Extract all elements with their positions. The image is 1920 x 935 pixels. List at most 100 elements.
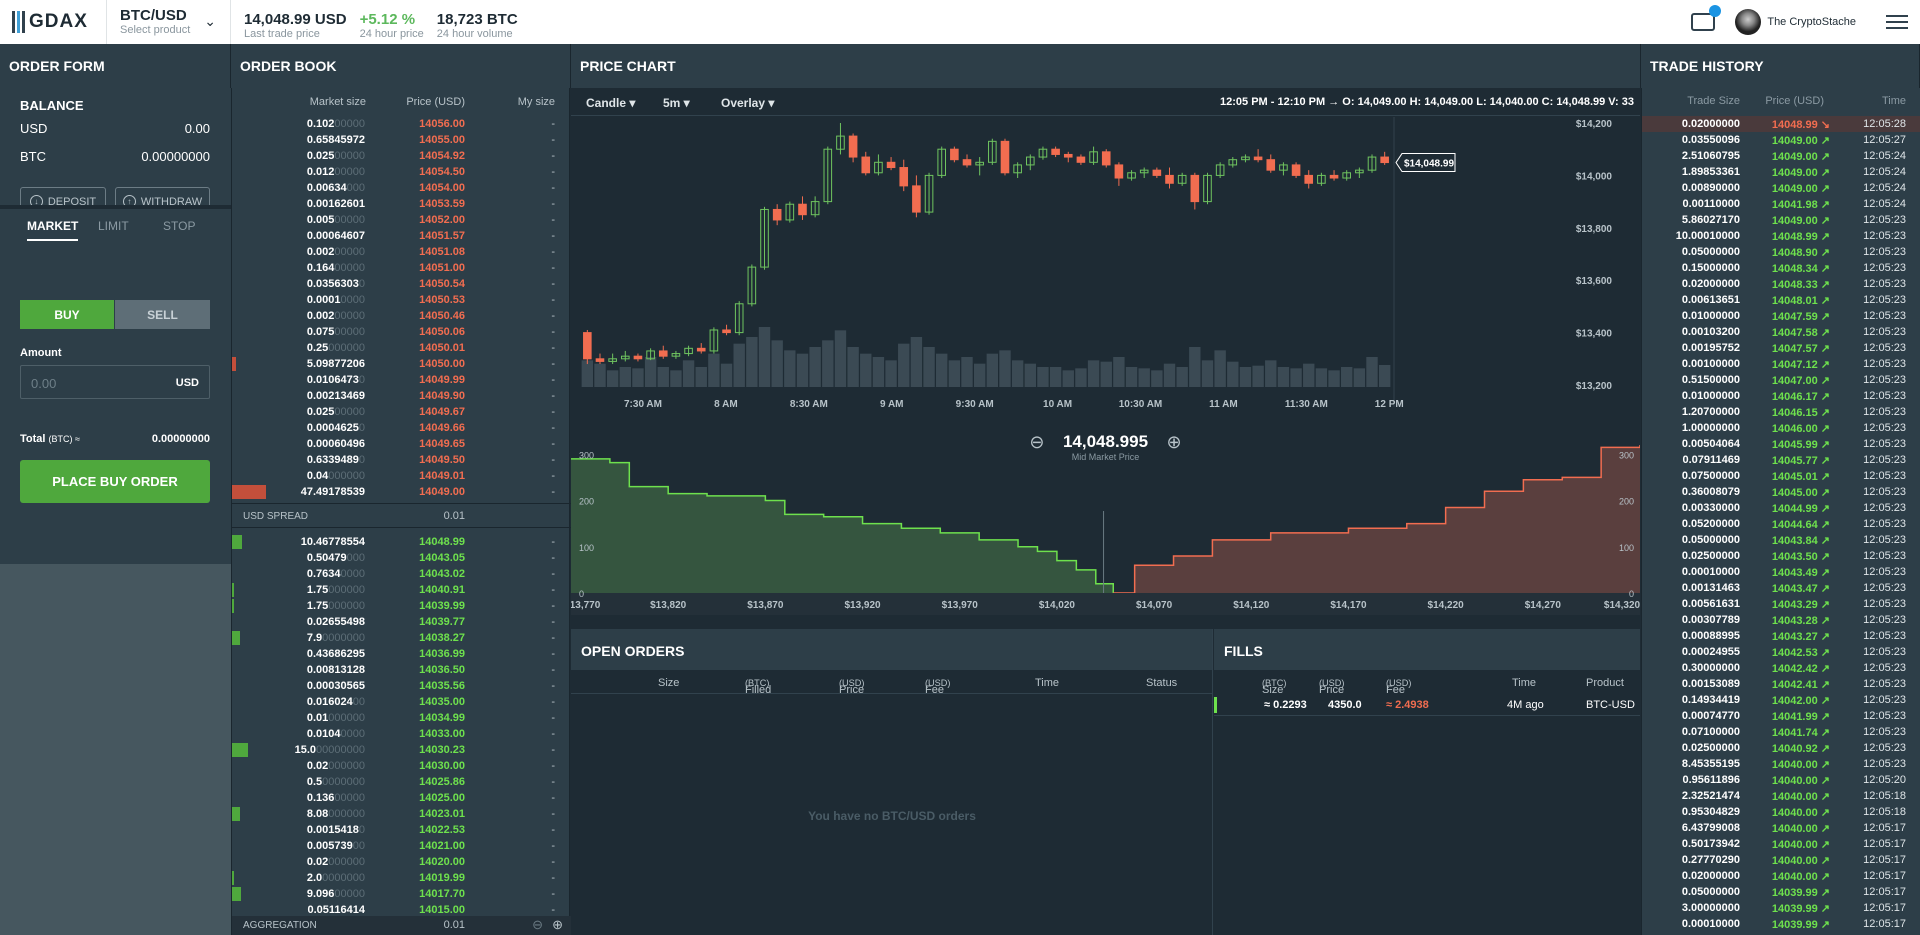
minus-icon[interactable]: ⊖ <box>532 917 543 932</box>
order-book-row[interactable]: 0.00046250 14049.66 - <box>232 420 571 436</box>
order-book-row[interactable]: 0.00010000 14050.53 - <box>232 292 571 308</box>
asks-list[interactable]: 0.10200000 14056.00-0.65845972 14055.00-0.… <box>232 116 571 503</box>
order-book-row[interactable]: 0.00200000 14051.08 - <box>232 244 571 260</box>
trade-row[interactable]: 0.07100000 14041.74 ↗ 12:05:23 <box>1642 724 1920 740</box>
trade-row[interactable]: 0.07911469 14045.77 ↗ 12:05:23 <box>1642 452 1920 468</box>
order-book-row[interactable]: 0.00200000 14050.46 - <box>232 308 571 324</box>
trade-history-list[interactable]: 0.02000000 14048.99 ↘ 12:05:28 0.03550096 14… <box>1642 116 1920 932</box>
interval-dropdown[interactable]: 5m ▾ <box>663 96 690 110</box>
order-book-row[interactable]: 0.01200000 14054.50 - <box>232 164 571 180</box>
trade-row[interactable]: 0.95304829 14040.00 ↗ 12:05:18 <box>1642 804 1920 820</box>
trade-row[interactable]: 0.03550096 14049.00 ↗ 12:05:27 <box>1642 132 1920 148</box>
order-book-row[interactable]: 10.46778554 14048.99 - <box>232 534 571 550</box>
order-book-row[interactable]: 0.02500000 14054.92 - <box>232 148 571 164</box>
trade-row[interactable]: 8.45355195 14040.00 ↗ 12:05:23 <box>1642 756 1920 772</box>
order-book-row[interactable]: 0.76340000 14043.02 - <box>232 566 571 582</box>
plus-icon[interactable]: ⊕ <box>552 917 563 932</box>
username[interactable]: The CryptoStache <box>1767 16 1856 28</box>
trade-row[interactable]: 0.01000000 14047.59 ↗ 12:05:23 <box>1642 308 1920 324</box>
trade-row[interactable]: 0.00024955 14042.53 ↗ 12:05:23 <box>1642 644 1920 660</box>
order-book-row[interactable]: 0.50000000 14025.86 - <box>232 774 571 790</box>
trade-row[interactable]: 0.00010000 14043.49 ↗ 12:05:23 <box>1642 564 1920 580</box>
chat-icon[interactable] <box>1691 5 1722 31</box>
zoom-out-icon[interactable]: ⊖ <box>1029 432 1045 452</box>
tab-stop[interactable]: STOP <box>163 219 196 233</box>
trade-row[interactable]: 0.02500000 14043.50 ↗ 12:05:23 <box>1642 548 1920 564</box>
trade-row[interactable]: 0.00110000 14041.98 ↗ 12:05:24 <box>1642 196 1920 212</box>
order-book-row[interactable]: 0.07500000 14050.06 - <box>232 324 571 340</box>
order-book-row[interactable]: 0.50479000 14043.05 - <box>232 550 571 566</box>
order-book-row[interactable]: 0.10200000 14056.00 - <box>232 116 571 132</box>
trade-row[interactable]: 0.00890000 14049.00 ↗ 12:05:24 <box>1642 180 1920 196</box>
trade-row[interactable]: 0.00307789 14043.28 ↗ 12:05:23 <box>1642 612 1920 628</box>
fill-row[interactable]: ≈ 0.2293 4350.0 ≈ 2.4938 4M ago BTC-USD <box>1214 694 1640 716</box>
trade-row[interactable]: 0.36008079 14045.00 ↗ 12:05:23 <box>1642 484 1920 500</box>
trade-row[interactable]: 0.00195752 14047.57 ↗ 12:05:23 <box>1642 340 1920 356</box>
trade-row[interactable]: 0.00131463 14043.47 ↗ 12:05:23 <box>1642 580 1920 596</box>
trade-row[interactable]: 0.00010000 14039.99 ↗ 12:05:17 <box>1642 916 1920 932</box>
order-book-row[interactable]: 0.65845972 14055.00 - <box>232 132 571 148</box>
trade-row[interactable]: 0.05200000 14044.64 ↗ 12:05:23 <box>1642 516 1920 532</box>
avatar[interactable] <box>1735 9 1762 35</box>
overlay-dropdown[interactable]: Overlay ▾ <box>721 96 775 110</box>
order-book-row[interactable]: 0.00154180 14022.53 - <box>232 822 571 838</box>
order-book-row[interactable]: 9.09600000 14017.70 - <box>232 886 571 902</box>
trade-row[interactable]: 0.05000000 14043.84 ↗ 12:05:23 <box>1642 532 1920 548</box>
order-book-row[interactable]: 0.02655498 14039.77 - <box>232 614 571 630</box>
order-book-row[interactable]: 0.05116414 14015.00 - <box>232 902 571 916</box>
trade-row[interactable]: 3.00000000 14039.99 ↗ 12:05:17 <box>1642 900 1920 916</box>
bids-list[interactable]: 10.46778554 14048.99-0.50479000 14043.05-0… <box>232 534 571 916</box>
trade-row[interactable]: 0.05000000 14048.90 ↗ 12:05:23 <box>1642 244 1920 260</box>
trade-row[interactable]: 0.00330000 14044.99 ↗ 12:05:23 <box>1642 500 1920 516</box>
trade-row[interactable]: 0.07500000 14045.01 ↗ 12:05:23 <box>1642 468 1920 484</box>
trade-row[interactable]: 0.02000000 14040.00 ↗ 12:05:17 <box>1642 868 1920 884</box>
order-book-row[interactable]: 0.01602400 14035.00 - <box>232 694 571 710</box>
order-book-row[interactable]: 8.08000000 14023.01 - <box>232 806 571 822</box>
candle-dropdown[interactable]: Candle ▾ <box>586 96 636 110</box>
trade-row[interactable]: 1.00000000 14046.00 ↗ 12:05:23 <box>1642 420 1920 436</box>
order-book-row[interactable]: 2.00000000 14019.99 - <box>232 870 571 886</box>
depth-chart[interactable]: 13,770 $13,820 $13,870 $13,920 $13,970 $14,02… <box>571 433 1640 629</box>
trade-row[interactable]: 2.51060795 14049.00 ↗ 12:05:24 <box>1642 148 1920 164</box>
order-book-row[interactable]: 0.63394890 14049.50 - <box>232 452 571 468</box>
order-book-row[interactable]: 0.16400000 14051.00 - <box>232 260 571 276</box>
order-book-row[interactable]: 1.75000000 14040.91 - <box>232 582 571 598</box>
trade-row[interactable]: 0.02500000 14040.92 ↗ 12:05:23 <box>1642 740 1920 756</box>
trade-row[interactable]: 0.05000000 14039.99 ↗ 12:05:17 <box>1642 884 1920 900</box>
trade-row[interactable]: 0.51500000 14047.00 ↗ 12:05:23 <box>1642 372 1920 388</box>
order-book-row[interactable]: 7.90000000 14038.27 - <box>232 630 571 646</box>
order-book-row[interactable]: 5.09877206 14050.00 - <box>232 356 571 372</box>
trade-row[interactable]: 0.27770290 14040.00 ↗ 12:05:17 <box>1642 852 1920 868</box>
order-book-row[interactable]: 0.00030565 14035.56 - <box>232 678 571 694</box>
order-book-row[interactable]: 0.02000000 14020.00 - <box>232 854 571 870</box>
trade-row[interactable]: 0.00613651 14048.01 ↗ 12:05:23 <box>1642 292 1920 308</box>
sell-button[interactable]: SELL <box>115 300 210 329</box>
amount-input[interactable]: 0.00 USD <box>20 365 210 399</box>
trade-row[interactable]: 0.02000000 14048.99 ↘ 12:05:28 <box>1642 116 1920 132</box>
menu-icon[interactable] <box>1886 11 1908 33</box>
order-book-row[interactable]: 0.43686295 14036.99 - <box>232 646 571 662</box>
trade-row[interactable]: 1.20700000 14046.15 ↗ 12:05:23 <box>1642 404 1920 420</box>
trade-row[interactable]: 0.30000000 14042.42 ↗ 12:05:23 <box>1642 660 1920 676</box>
order-book-row[interactable]: 0.00634000 14054.00 - <box>232 180 571 196</box>
gdax-logo[interactable]: GDAX <box>0 0 107 44</box>
order-book-row[interactable]: 0.01000000 14034.99 - <box>232 710 571 726</box>
order-book-row[interactable]: 0.00162601 14053.59 - <box>232 196 571 212</box>
buy-button[interactable]: BUY <box>20 300 114 329</box>
order-book-row[interactable]: 0.02000000 14030.00 - <box>232 758 571 774</box>
place-buy-order-button[interactable]: PLACE BUY ORDER <box>20 460 210 503</box>
order-book-row[interactable]: 0.00064607 14051.57 - <box>232 228 571 244</box>
trade-row[interactable]: 0.01000000 14046.17 ↗ 12:05:23 <box>1642 388 1920 404</box>
order-book-row[interactable]: 15.000000000 14030.23 - <box>232 742 571 758</box>
trade-row[interactable]: 10.00010000 14048.99 ↗ 12:05:23 <box>1642 228 1920 244</box>
trade-row[interactable]: 0.00074770 14041.99 ↗ 12:05:23 <box>1642 708 1920 724</box>
trade-row[interactable]: 0.15000000 14048.34 ↗ 12:05:23 <box>1642 260 1920 276</box>
trade-row[interactable]: 6.43799008 14040.00 ↗ 12:05:17 <box>1642 820 1920 836</box>
trade-row[interactable]: 0.02000000 14048.33 ↗ 12:05:23 <box>1642 276 1920 292</box>
trade-row[interactable]: 5.86027170 14049.00 ↗ 12:05:23 <box>1642 212 1920 228</box>
order-book-row[interactable]: 0.00500000 14052.00 - <box>232 212 571 228</box>
tab-market[interactable]: MARKET <box>27 219 79 241</box>
trade-row[interactable]: 0.00100000 14047.12 ↗ 12:05:23 <box>1642 356 1920 372</box>
trade-row[interactable]: 0.95611896 14040.00 ↗ 12:05:20 <box>1642 772 1920 788</box>
order-book-row[interactable]: 0.25000000 14050.01 - <box>232 340 571 356</box>
